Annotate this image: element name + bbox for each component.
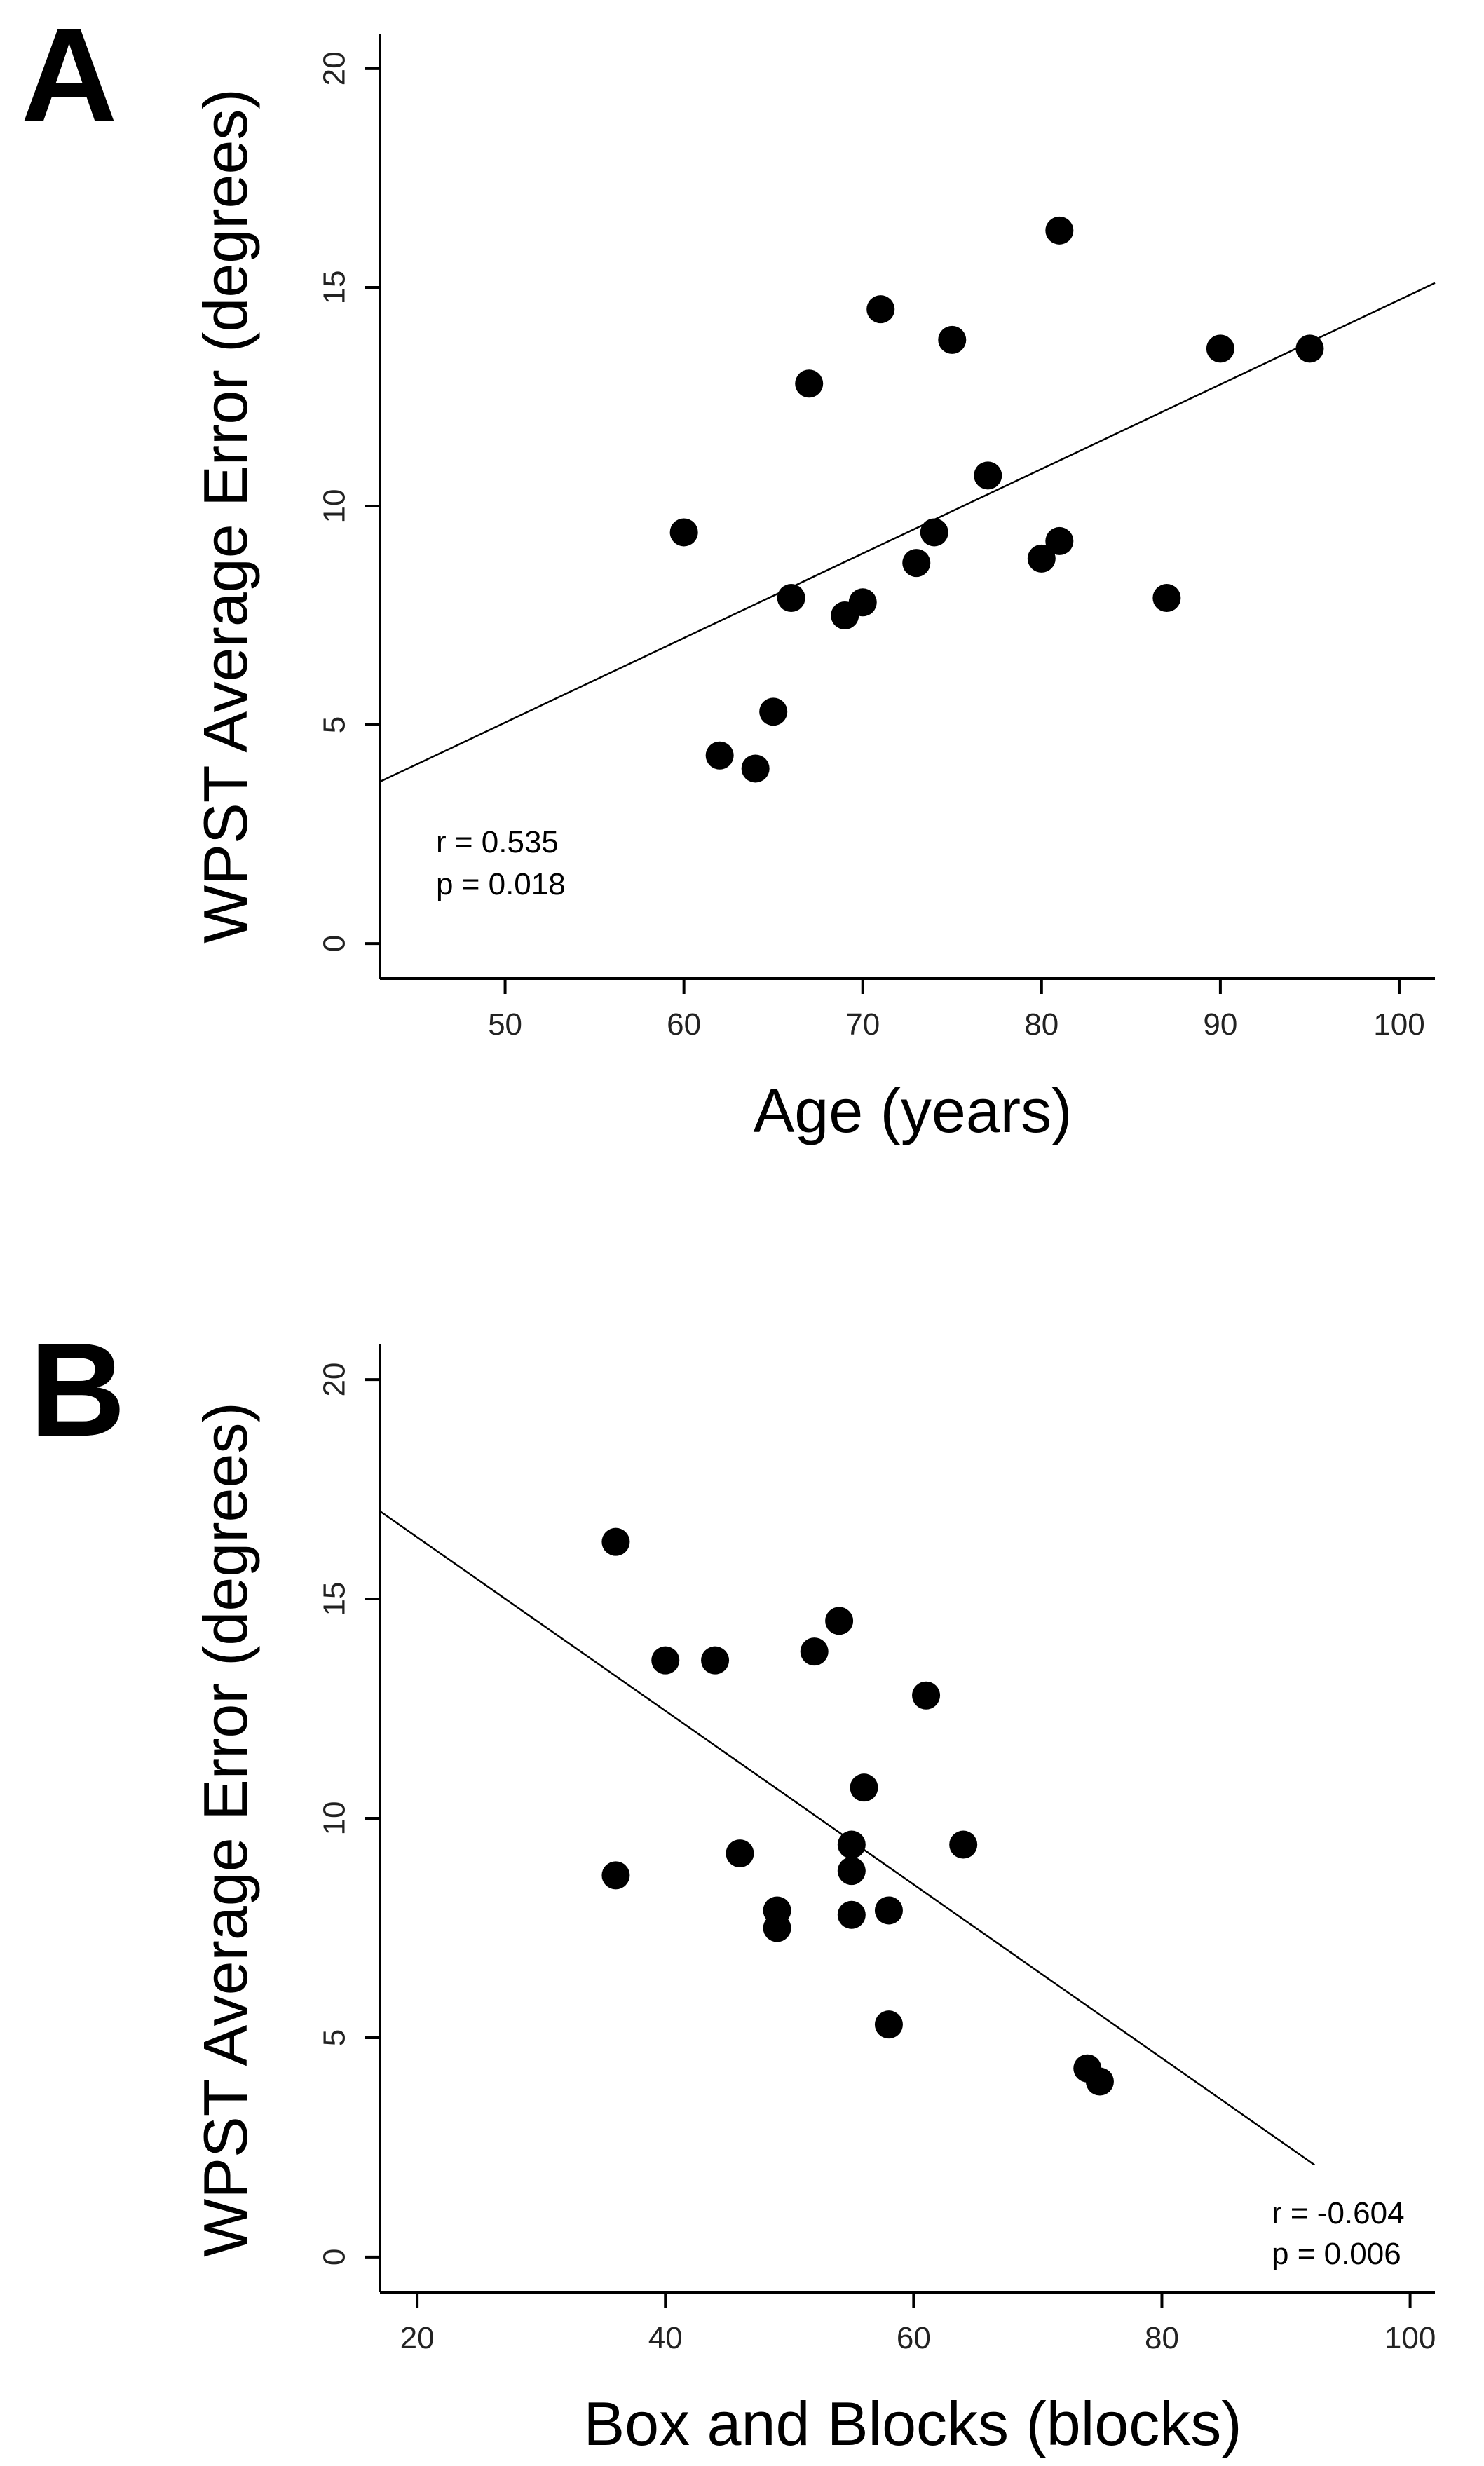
panel-b-data-point	[1085, 2067, 1114, 2096]
panel-b-y-tick-label: 15	[318, 1582, 352, 1616]
panel-a-x-tick-label: 100	[1373, 1007, 1424, 1042]
panel-a-ylabel: WPST Average Error (degrees)	[191, 88, 260, 943]
panel-a-data-point	[1295, 334, 1324, 363]
panel-b: B WPST Average Error (degrees) Box and B…	[29, 1316, 1436, 2458]
panel-a-y-tick-label: 5	[318, 716, 352, 733]
panel-b-ylabel: WPST Average Error (degrees)	[191, 1402, 260, 2256]
panel-a-data-point	[759, 697, 788, 726]
panel-b-data-point	[763, 1914, 791, 1942]
panel-b-p-annotation: p = 0.006	[1272, 2237, 1401, 2271]
panel-a-x-tick-label: 50	[488, 1007, 522, 1042]
panel-a-p-annotation: p = 0.018	[436, 867, 566, 901]
panel-b-y-tick-label: 10	[318, 1801, 352, 1836]
panel-a-y-tick-label: 0	[318, 935, 352, 952]
panel-b-data-point	[850, 1773, 878, 1802]
panel-b-plot-area: 0 5 10 15 20 20 40 60 80 100	[318, 1344, 1436, 2355]
panel-b-data-point	[825, 1607, 854, 1635]
panel-b-data-point	[601, 1527, 630, 1556]
panel-b-x-tick-label: 20	[400, 2321, 435, 2355]
panel-a-data-point	[1206, 334, 1234, 363]
panel-a-regression-line	[379, 282, 1436, 783]
panel-b-x-tick-label: 80	[1145, 2321, 1179, 2355]
panel-b-x-tick-label: 40	[648, 2321, 683, 2355]
panel-a-y-tick-label: 10	[318, 489, 352, 524]
panel-letter-b: B	[29, 1316, 125, 1464]
panel-b-data-point	[800, 1637, 829, 1666]
panel-letter-a: A	[21, 1, 117, 149]
panel-a-data-point	[974, 461, 1002, 490]
panel-a-y-tick-label: 15	[318, 270, 352, 304]
panel-b-data-point	[726, 1839, 754, 1868]
panel-a-data-point	[848, 588, 877, 617]
panel-a-plot-area: 0 5 10 15 20 50 60 70 80 90 100	[318, 34, 1436, 1042]
panel-a-data-point	[777, 584, 805, 613]
panel-a-xlabel: Age (years)	[754, 1076, 1073, 1145]
panel-b-y-tick-label: 0	[318, 2249, 352, 2266]
panel-b-data-point	[837, 1830, 866, 1859]
panel-b-x-tick-label: 100	[1384, 2321, 1436, 2355]
panel-a-data-point	[705, 741, 734, 770]
panel-a-y-tick-label: 20	[318, 51, 352, 86]
panel-b-x-tick-label: 60	[897, 2321, 931, 2355]
panel-a-data-point	[1027, 544, 1056, 573]
panel-a-x-tick-label: 70	[845, 1007, 880, 1042]
panel-b-xlabel: Box and Blocks (blocks)	[583, 2389, 1241, 2458]
panel-a-data-point	[902, 549, 931, 578]
panel-a-x-tick-label: 60	[667, 1007, 701, 1042]
panel-b-data-point	[651, 1646, 680, 1675]
panel-b-data-point	[874, 2010, 903, 2039]
panel-a-data-point	[1045, 216, 1074, 245]
panel-a-data-point	[795, 369, 824, 398]
panel-a-x-tick-label: 90	[1203, 1007, 1237, 1042]
panel-a-r-annotation: r = 0.535	[436, 825, 559, 859]
panel-b-data-point	[701, 1646, 730, 1675]
panel-a-data-point	[1152, 584, 1181, 613]
panel-a-x-tick-label: 80	[1024, 1007, 1058, 1042]
panel-a-data-point	[866, 295, 895, 324]
panel-b-data-point	[837, 1857, 866, 1886]
panel-b-data-point	[837, 1900, 866, 1929]
panel-b-data-point	[912, 1681, 941, 1710]
panel-a-data-point	[938, 325, 967, 354]
panel-b-y-tick-label: 20	[318, 1363, 352, 1397]
panel-a-data-point	[741, 754, 770, 783]
panel-b-data-point	[601, 1861, 630, 1890]
panel-a-data-point	[920, 518, 948, 547]
panel-a-data-point	[1045, 526, 1074, 555]
panel-a: A WPST Average Error (degrees) Age (year…	[21, 1, 1436, 1145]
panel-b-data-point	[874, 1896, 903, 1925]
panel-b-data-point	[949, 1830, 978, 1859]
panel-a-data-point	[669, 518, 698, 547]
panel-b-r-annotation: r = -0.604	[1272, 2196, 1405, 2230]
panel-b-y-tick-label: 5	[318, 2029, 352, 2046]
